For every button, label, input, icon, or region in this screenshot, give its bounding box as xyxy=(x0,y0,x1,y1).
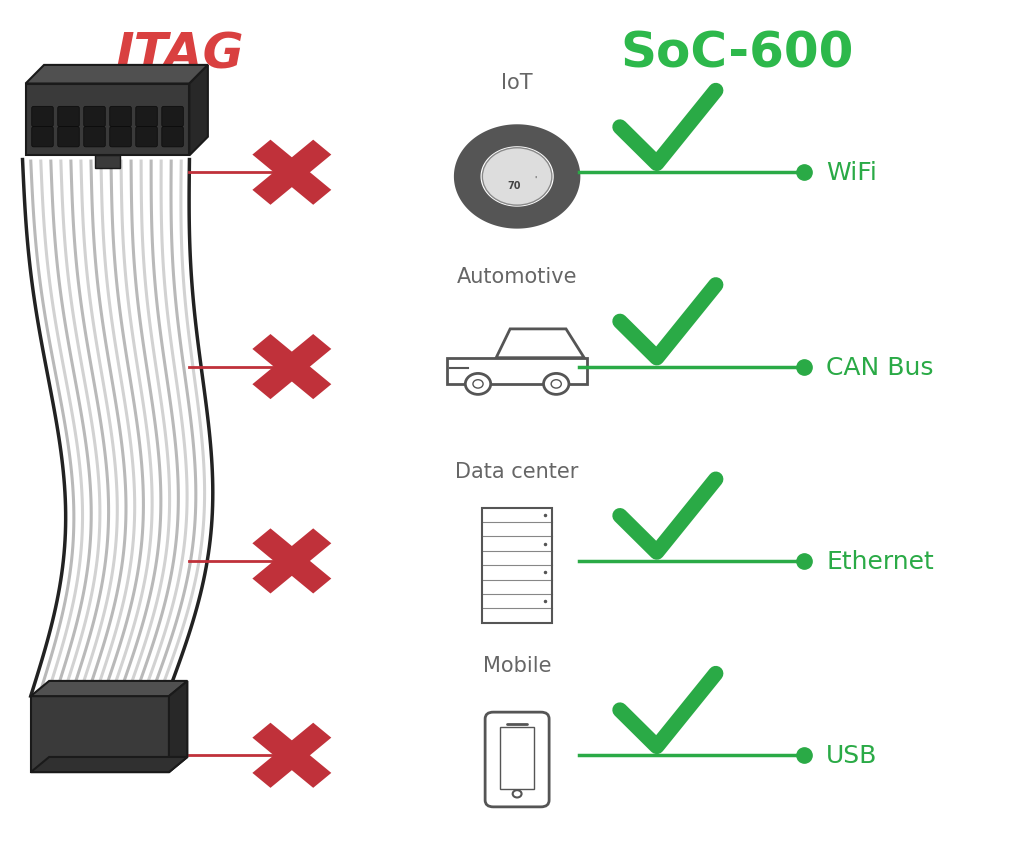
Bar xyxy=(482,508,552,623)
Polygon shape xyxy=(252,140,332,206)
Polygon shape xyxy=(31,681,187,696)
Bar xyxy=(26,84,189,156)
FancyBboxPatch shape xyxy=(110,107,131,127)
FancyBboxPatch shape xyxy=(136,127,158,148)
Text: USB: USB xyxy=(826,744,878,767)
Text: ': ' xyxy=(535,176,537,185)
Circle shape xyxy=(544,374,569,395)
Text: WiFi: WiFi xyxy=(826,161,878,185)
Polygon shape xyxy=(31,757,187,772)
FancyBboxPatch shape xyxy=(162,107,183,127)
Text: CAN Bus: CAN Bus xyxy=(826,355,934,379)
Text: Mobile: Mobile xyxy=(483,655,551,675)
FancyBboxPatch shape xyxy=(84,127,105,148)
Polygon shape xyxy=(26,66,208,84)
FancyBboxPatch shape xyxy=(110,127,131,148)
Text: JTAG: JTAG xyxy=(115,30,244,78)
Bar xyxy=(447,358,587,385)
Polygon shape xyxy=(252,722,332,788)
Polygon shape xyxy=(252,334,332,400)
Polygon shape xyxy=(252,140,332,206)
Polygon shape xyxy=(189,66,208,156)
Text: 70: 70 xyxy=(507,181,520,191)
Polygon shape xyxy=(252,528,332,594)
Polygon shape xyxy=(252,334,332,400)
Polygon shape xyxy=(169,681,187,772)
Bar xyxy=(94,686,121,696)
Polygon shape xyxy=(252,528,332,594)
Text: Data center: Data center xyxy=(456,461,579,481)
Circle shape xyxy=(465,374,490,395)
FancyBboxPatch shape xyxy=(57,107,79,127)
FancyBboxPatch shape xyxy=(136,107,158,127)
FancyBboxPatch shape xyxy=(162,127,183,148)
FancyBboxPatch shape xyxy=(57,127,79,148)
Bar xyxy=(31,696,169,772)
Polygon shape xyxy=(252,722,332,788)
FancyBboxPatch shape xyxy=(32,107,53,127)
FancyBboxPatch shape xyxy=(32,127,53,148)
FancyBboxPatch shape xyxy=(84,107,105,127)
Text: SoC-600: SoC-600 xyxy=(621,30,854,78)
Bar xyxy=(501,728,534,788)
Text: Automotive: Automotive xyxy=(457,267,578,287)
Bar xyxy=(94,156,121,169)
Text: Ethernet: Ethernet xyxy=(826,549,934,573)
Circle shape xyxy=(482,149,552,206)
Text: IoT: IoT xyxy=(502,73,532,93)
Polygon shape xyxy=(454,125,581,230)
